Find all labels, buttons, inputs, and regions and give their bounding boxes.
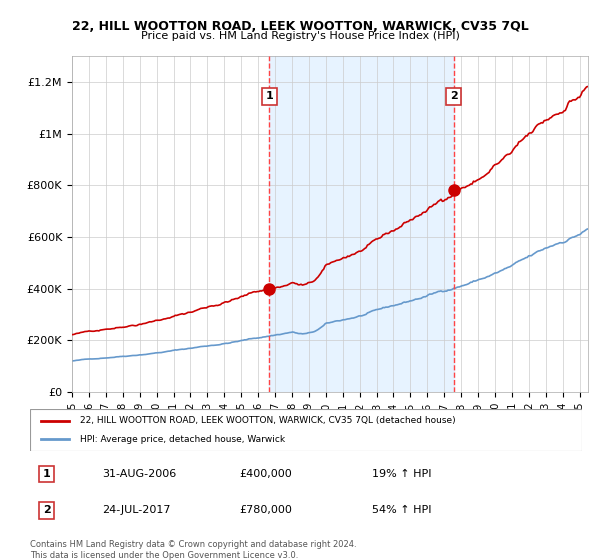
Text: 22, HILL WOOTTON ROAD, LEEK WOOTTON, WARWICK, CV35 7QL: 22, HILL WOOTTON ROAD, LEEK WOOTTON, WAR…: [71, 20, 529, 32]
Text: 1: 1: [266, 91, 274, 101]
Text: 2: 2: [450, 91, 458, 101]
Text: 54% ↑ HPI: 54% ↑ HPI: [372, 505, 432, 515]
FancyBboxPatch shape: [30, 409, 582, 451]
Text: £400,000: £400,000: [240, 469, 293, 479]
Text: £780,000: £780,000: [240, 505, 293, 515]
Bar: [269, 56, 454, 392]
Text: 31-AUG-2006: 31-AUG-2006: [102, 469, 176, 479]
Text: Price paid vs. HM Land Registry's House Price Index (HPI): Price paid vs. HM Land Registry's House …: [140, 31, 460, 41]
Text: 19% ↑ HPI: 19% ↑ HPI: [372, 469, 432, 479]
Text: HPI: Average price, detached house, Warwick: HPI: Average price, detached house, Warw…: [80, 435, 285, 444]
Text: 1: 1: [43, 469, 50, 479]
Text: 2: 2: [43, 505, 50, 515]
Text: Contains HM Land Registry data © Crown copyright and database right 2024.
This d: Contains HM Land Registry data © Crown c…: [30, 540, 356, 560]
Text: 24-JUL-2017: 24-JUL-2017: [102, 505, 170, 515]
Text: 22, HILL WOOTTON ROAD, LEEK WOOTTON, WARWICK, CV35 7QL (detached house): 22, HILL WOOTTON ROAD, LEEK WOOTTON, WAR…: [80, 416, 455, 425]
